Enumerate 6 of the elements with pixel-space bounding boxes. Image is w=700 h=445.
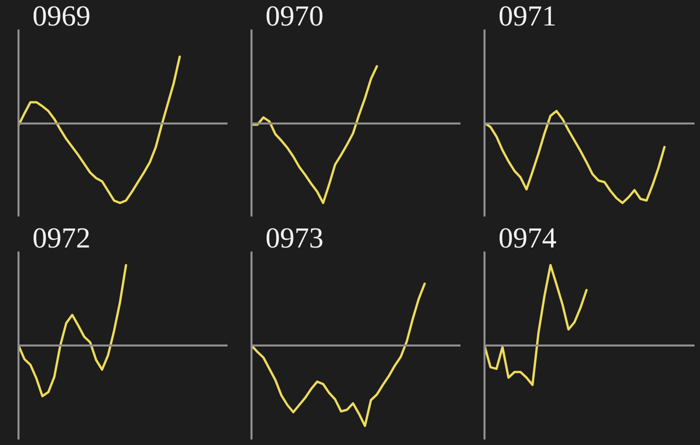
chart-title: 0971 [498, 0, 556, 32]
chart-title: 0973 [266, 222, 324, 254]
chart-title: 0969 [32, 0, 90, 32]
chart-title: 0970 [266, 0, 324, 32]
chart-title: 0974 [498, 222, 557, 254]
chart-title: 0972 [32, 222, 90, 254]
